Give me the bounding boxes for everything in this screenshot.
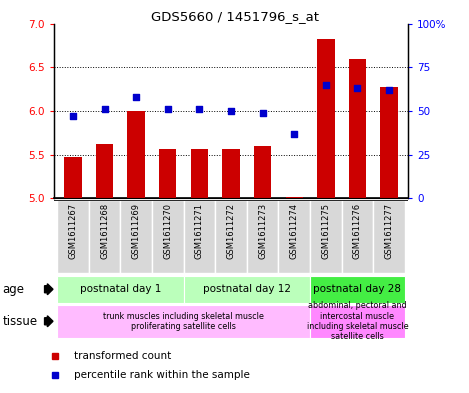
Point: [386, 87, 393, 93]
Point: [164, 106, 172, 112]
Bar: [310, 305, 405, 338]
Text: GSM1611267: GSM1611267: [68, 203, 77, 259]
Bar: [247, 200, 279, 273]
Text: GSM1611273: GSM1611273: [258, 203, 267, 259]
Bar: [373, 200, 405, 273]
Text: GSM1611271: GSM1611271: [195, 203, 204, 259]
Point: [132, 94, 140, 100]
Text: percentile rank within the sample: percentile rank within the sample: [74, 370, 250, 380]
Text: abdominal, pectoral and
intercostal muscle
including skeletal muscle
satellite c: abdominal, pectoral and intercostal musc…: [307, 301, 408, 342]
Bar: [159, 149, 176, 198]
Bar: [89, 200, 121, 273]
Bar: [183, 200, 215, 273]
Text: transformed count: transformed count: [74, 351, 171, 361]
Text: GDS5660 / 1451796_s_at: GDS5660 / 1451796_s_at: [151, 10, 318, 23]
Bar: [57, 200, 89, 273]
Text: postnatal day 12: postnatal day 12: [203, 284, 291, 294]
Text: GSM1611269: GSM1611269: [132, 203, 141, 259]
Bar: [64, 157, 82, 198]
Text: postnatal day 1: postnatal day 1: [80, 284, 161, 294]
Bar: [349, 59, 366, 198]
Bar: [254, 146, 271, 198]
Bar: [279, 200, 310, 273]
Text: trunk muscles including skeletal muscle
proliferating satellite cells: trunk muscles including skeletal muscle …: [103, 312, 264, 331]
Text: GSM1611268: GSM1611268: [100, 203, 109, 259]
Text: GSM1611275: GSM1611275: [321, 203, 330, 259]
Point: [69, 113, 76, 119]
Point: [290, 130, 298, 137]
Point: [259, 110, 266, 116]
Bar: [121, 200, 152, 273]
Bar: [310, 276, 405, 303]
Point: [227, 108, 234, 114]
Bar: [215, 200, 247, 273]
Text: age: age: [2, 283, 24, 296]
Text: GSM1611270: GSM1611270: [163, 203, 172, 259]
Text: postnatal day 28: postnatal day 28: [313, 284, 401, 294]
Point: [196, 106, 203, 112]
Bar: [341, 200, 373, 273]
Bar: [286, 197, 303, 198]
Point: [354, 85, 361, 92]
Bar: [128, 111, 145, 198]
Bar: [222, 149, 240, 198]
Text: GSM1611272: GSM1611272: [227, 203, 235, 259]
Bar: [317, 39, 334, 198]
Bar: [152, 200, 183, 273]
Text: tissue: tissue: [2, 315, 38, 328]
Text: GSM1611274: GSM1611274: [290, 203, 299, 259]
Bar: [57, 276, 183, 303]
Point: [322, 82, 330, 88]
Bar: [310, 200, 341, 273]
Bar: [96, 144, 113, 198]
Bar: [191, 149, 208, 198]
Bar: [57, 305, 310, 338]
Bar: [380, 87, 398, 198]
Point: [101, 106, 108, 112]
Bar: [183, 276, 310, 303]
Text: GSM1611277: GSM1611277: [385, 203, 393, 259]
Text: GSM1611276: GSM1611276: [353, 203, 362, 259]
